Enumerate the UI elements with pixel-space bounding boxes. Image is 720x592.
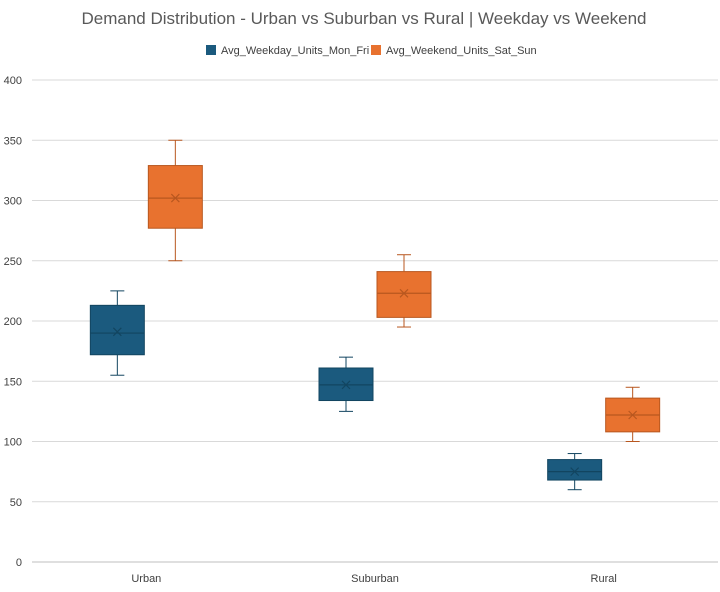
y-tick-label-100: 100 <box>4 437 22 449</box>
x-axis-categories: Urban Suburban Rural <box>131 573 616 585</box>
legend-swatch-weekday <box>206 45 216 55</box>
y-tick-label-400: 400 <box>4 75 22 87</box>
x-category-label-rural: Rural <box>591 573 617 585</box>
box-weekend-urban <box>147 165 203 229</box>
mean-marker-weekday-rural <box>570 467 580 477</box>
legend-swatch-weekend <box>371 45 381 55</box>
y-tick-label-150: 150 <box>4 376 22 388</box>
legend-label-weekend: Avg_Weekend_Units_Sat_Sun <box>386 45 537 57</box>
box-group-weekday-urban <box>89 290 145 376</box>
box-weekend-suburban <box>376 271 432 318</box>
y-tick-label-250: 250 <box>4 256 22 268</box>
y-tick-label-0: 0 <box>16 557 22 569</box>
box-plots <box>89 139 661 491</box>
mean-marker-weekday-suburban <box>341 380 351 390</box>
x-category-label-suburban: Suburban <box>351 573 399 585</box>
gridlines <box>32 79 718 563</box>
y-tick-label-50: 50 <box>10 497 22 509</box>
box-group-weekday-suburban <box>318 356 374 412</box>
y-tick-label-350: 350 <box>4 135 22 147</box>
box-group-weekend-suburban <box>376 254 432 328</box>
legend-label-weekday: Avg_Weekday_Units_Mon_Fri <box>221 45 369 57</box>
legend: Avg_Weekday_Units_Mon_Fri Avg_Weekend_Un… <box>206 45 537 57</box>
y-axis-ticks: 0 50 100 150 200 250 300 350 400 <box>4 75 22 569</box>
mean-marker-weekend-rural <box>628 410 638 420</box>
y-tick-label-300: 300 <box>4 196 22 208</box>
y-tick-label-200: 200 <box>4 316 22 328</box>
box-weekday-rural <box>547 459 603 481</box>
box-weekday-urban <box>89 304 145 356</box>
x-category-label-urban: Urban <box>131 573 161 585</box>
box-group-weekend-rural <box>605 386 661 442</box>
box-group-weekday-rural <box>547 453 603 491</box>
mean-marker-weekend-suburban <box>399 288 409 298</box>
mean-marker-weekday-urban <box>112 327 122 337</box>
mean-marker-weekend-urban <box>170 193 180 203</box>
box-group-weekend-urban <box>147 139 203 262</box>
chart-title: Demand Distribution - Urban vs Suburban … <box>81 9 646 28</box>
